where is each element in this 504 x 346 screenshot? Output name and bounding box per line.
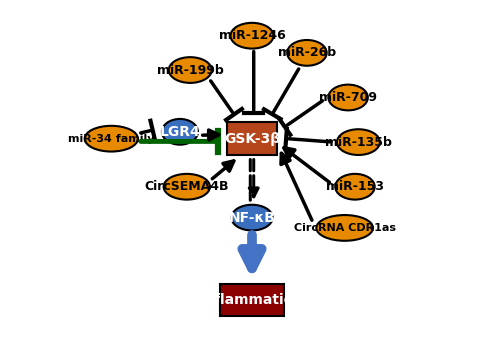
Ellipse shape [231, 205, 273, 230]
Ellipse shape [287, 40, 327, 66]
Text: GSK-3β: GSK-3β [224, 132, 280, 146]
Text: miR-1246: miR-1246 [219, 29, 285, 42]
Text: miR-153: miR-153 [326, 180, 384, 193]
Ellipse shape [162, 119, 198, 145]
Text: miR-709: miR-709 [319, 91, 377, 104]
Ellipse shape [85, 126, 138, 152]
Ellipse shape [335, 174, 374, 200]
Ellipse shape [329, 85, 368, 110]
Ellipse shape [317, 215, 373, 241]
Text: miR-135b: miR-135b [325, 136, 392, 149]
Text: Inflammation: Inflammation [200, 293, 304, 307]
FancyBboxPatch shape [220, 284, 284, 316]
Text: CircRNA CDR1as: CircRNA CDR1as [294, 223, 396, 233]
Text: CircSEMA4B: CircSEMA4B [145, 180, 229, 193]
Ellipse shape [169, 57, 212, 83]
Text: miR-26b: miR-26b [278, 46, 336, 60]
Text: NF-κB: NF-κB [228, 211, 276, 225]
Text: LGR4: LGR4 [160, 125, 200, 139]
Ellipse shape [164, 174, 210, 200]
Ellipse shape [337, 129, 380, 155]
Text: miR-199b: miR-199b [157, 64, 224, 76]
Ellipse shape [230, 23, 274, 48]
Text: miR-34 family: miR-34 family [68, 134, 155, 144]
FancyBboxPatch shape [227, 122, 277, 155]
